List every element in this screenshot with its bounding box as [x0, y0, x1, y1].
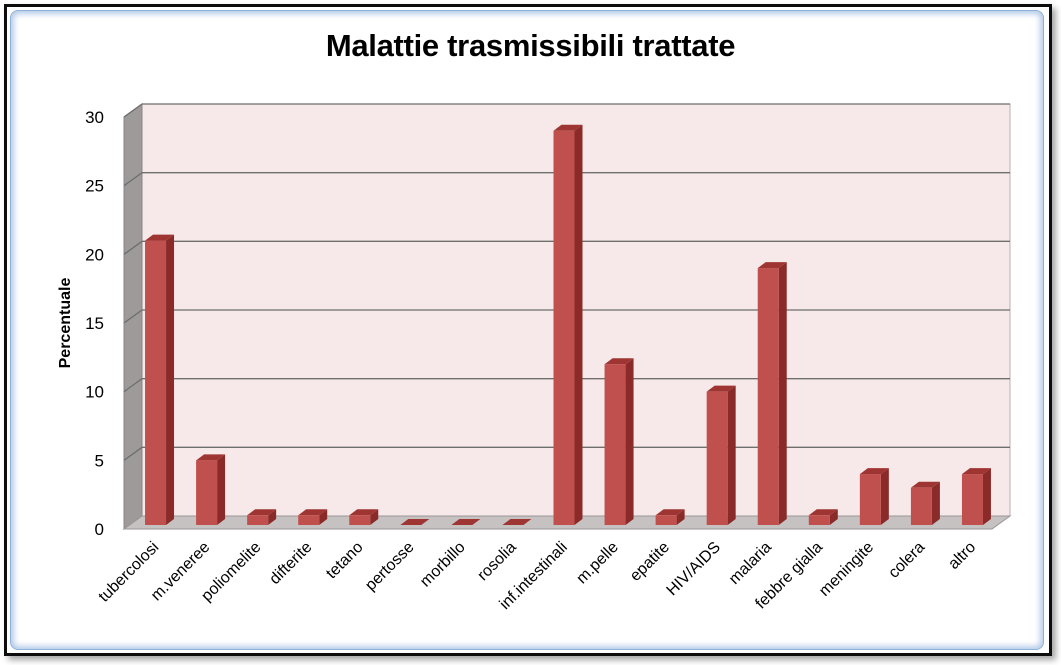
- bar-side: [676, 509, 685, 525]
- bar-side: [982, 468, 991, 525]
- x-tick-label: morbillo: [417, 539, 469, 591]
- gridline-side: [123, 240, 143, 255]
- bar-side: [778, 262, 787, 525]
- gridline-side: [123, 378, 143, 393]
- bar: [757, 268, 779, 525]
- bar-side: [217, 454, 226, 525]
- bar-top: [604, 358, 634, 365]
- bar-top: [349, 509, 379, 516]
- y-tick-label: 10: [85, 383, 104, 402]
- bar: [706, 391, 728, 525]
- bar-top: [502, 519, 532, 525]
- bar-top: [757, 262, 787, 269]
- bar-side: [931, 481, 940, 525]
- bar: [910, 487, 932, 525]
- bar: [553, 130, 575, 525]
- bar: [349, 515, 371, 525]
- bar-top: [808, 509, 838, 516]
- x-tick-label: altro: [945, 539, 979, 573]
- y-tick-label: 30: [85, 108, 104, 127]
- chart-title: Malattie trasmissibili trattate: [325, 28, 736, 63]
- bar-top: [859, 468, 889, 475]
- y-tick-label: 0: [95, 520, 104, 539]
- bar-side: [319, 509, 328, 525]
- bar: [604, 364, 626, 525]
- x-tick-label: pertosse: [362, 539, 417, 594]
- bar-top: [196, 454, 226, 461]
- bar: [247, 515, 269, 525]
- bar-top: [247, 509, 277, 516]
- bar-side: [268, 509, 277, 525]
- x-tick-label: tetano: [323, 539, 367, 583]
- x-tick-label: HIV/AIDS: [664, 539, 724, 599]
- bar-top: [298, 509, 328, 516]
- x-tick-label: rosolia: [474, 539, 519, 584]
- bar-side: [370, 509, 379, 525]
- y-tick-label: 20: [85, 245, 104, 264]
- x-tick-label: meningite: [816, 539, 877, 600]
- bar-top: [655, 509, 685, 516]
- x-tick-label: colera: [885, 539, 928, 582]
- bar-top: [553, 124, 583, 131]
- bar-side: [880, 468, 889, 525]
- y-axis-title: Percentuale: [57, 278, 74, 369]
- gridline-side: [123, 172, 143, 187]
- bar: [961, 474, 983, 525]
- bar-top: [910, 481, 940, 488]
- bar: [859, 474, 881, 525]
- bar-side: [574, 124, 583, 525]
- bar-top: [961, 468, 991, 475]
- gridline-side: [123, 309, 143, 324]
- bar-side: [166, 234, 175, 525]
- bar-side: [727, 385, 736, 525]
- gridline-side: [123, 446, 143, 461]
- x-tick-label: epatite: [627, 539, 673, 585]
- bar: [145, 240, 167, 525]
- bar: [298, 515, 320, 525]
- y-tick-label: 15: [85, 314, 104, 333]
- x-tick-label: malaria: [726, 539, 775, 588]
- x-tick-label: m.pelle: [573, 539, 622, 588]
- bar-top: [451, 519, 481, 525]
- y-tick-label: 5: [95, 451, 104, 470]
- x-tick-label: difterite: [266, 539, 315, 588]
- bar: [808, 515, 830, 525]
- bar-side: [829, 509, 838, 525]
- bar-side: [625, 358, 634, 525]
- bar: [196, 460, 218, 525]
- bar: [655, 515, 677, 525]
- bar-top: [400, 519, 430, 525]
- gridline-side: [123, 103, 143, 118]
- bar-top: [145, 234, 175, 241]
- y-tick-label: 25: [85, 177, 104, 196]
- bar-top: [706, 385, 736, 392]
